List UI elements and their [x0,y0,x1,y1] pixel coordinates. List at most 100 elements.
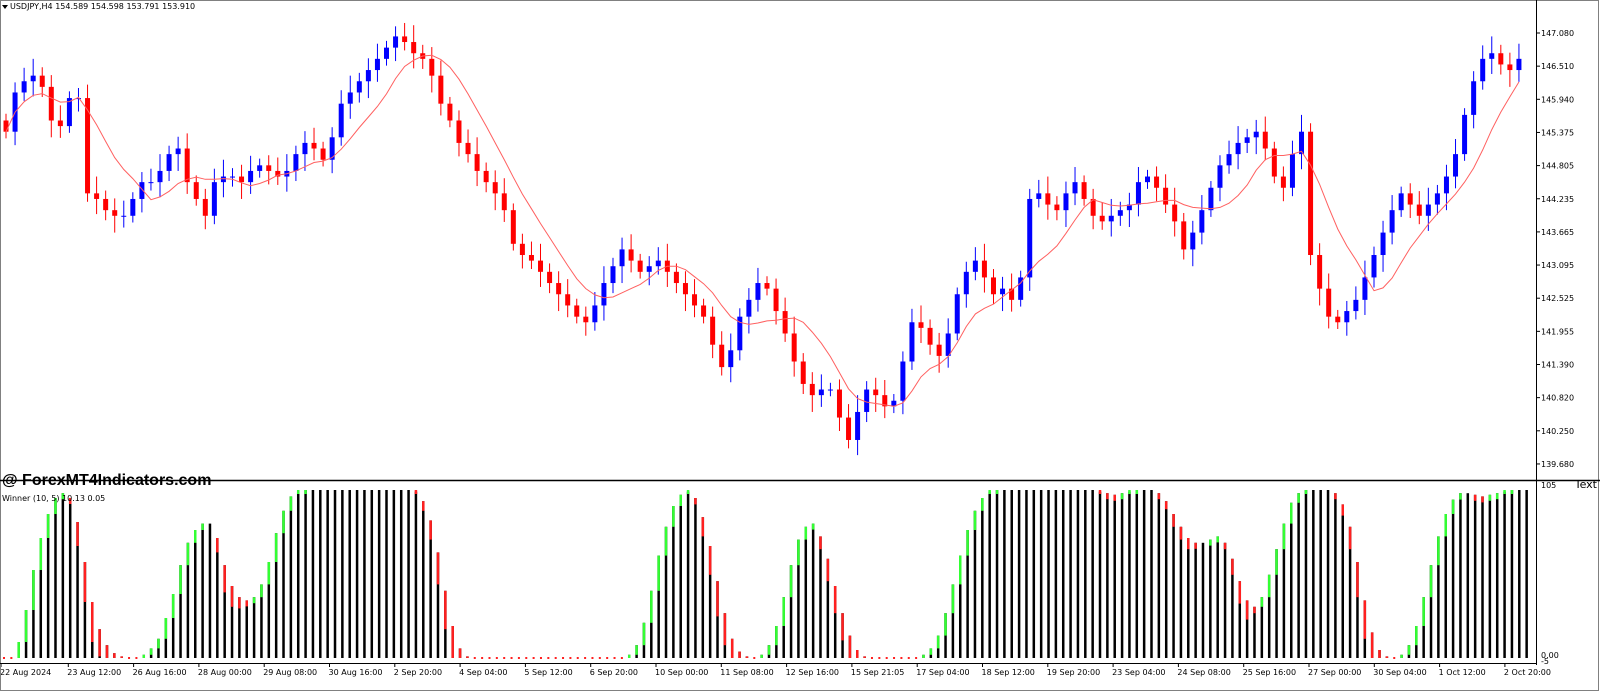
histogram-bar-cap [304,490,307,494]
price-chart-pane[interactable] [3,22,1522,456]
price-tick-label: 139.680 [1541,460,1574,469]
histogram-bar [1164,501,1168,658]
candle-body [175,148,181,155]
histogram-bar-cap [238,597,241,609]
histogram-bar-cap [1297,493,1300,503]
candle-body [1380,232,1386,256]
candle-body [556,283,562,295]
histogram-bar [311,490,315,658]
histogram-bar-cap [32,570,35,610]
histogram-bar [1290,502,1293,658]
candle-body [619,249,625,267]
indicator-tick-label: 105 [1541,481,1556,490]
histogram-bar-cap [679,494,682,506]
histogram-bar [355,490,359,658]
candle-body [846,417,852,440]
candle-body [728,350,734,368]
histogram-bar [1495,493,1499,658]
indicator-values: 10.13 0.05 [62,494,106,503]
time-tick-label: 2 Sep 20:00 [394,668,442,677]
histogram-bar [1054,490,1058,658]
histogram-bar [282,510,285,658]
histogram-bar [83,562,87,658]
histogram-bar [407,490,410,658]
histogram-bar-cap [1113,494,1116,501]
histogram-bar [826,558,830,658]
candle-body [1326,288,1332,317]
text-object-label[interactable]: Text [1574,478,1597,491]
histogram-dot [3,657,5,659]
histogram-bar-cap [1488,494,1492,501]
histogram-bar [1061,490,1065,658]
candle-body [402,36,408,43]
histogram-bar [201,523,204,658]
candle-body [927,327,933,345]
histogram-bar [995,490,999,658]
chart-menu-arrow-icon[interactable] [2,5,8,9]
candle-body [918,322,924,328]
candle-body [429,58,435,76]
time-tick-label: 25 Sep 16:00 [1243,668,1296,677]
histogram-dot [547,657,550,659]
histogram-bar [1150,490,1153,658]
histogram-bar-cap [672,506,675,527]
histogram-bar-cap [1098,490,1102,494]
histogram-dot [495,657,498,659]
candle-body [510,210,516,244]
histogram-dot [503,657,506,659]
histogram-bar-cap [186,542,190,566]
candle-body [1108,215,1114,222]
candle-body [1443,176,1449,194]
candle-body [1054,204,1060,211]
indicator-tick-label: 0.00 [1541,651,1559,660]
histogram-bar [1106,493,1109,658]
candle-body [692,294,698,306]
histogram-bar [289,496,293,658]
histogram-bar [1282,523,1286,658]
histogram-bar [1032,490,1036,658]
candle-body [1516,58,1522,71]
histogram-bar [1135,490,1139,658]
histogram-bar-cap [627,654,631,658]
histogram-bar [1172,514,1175,658]
histogram-bar [1201,542,1205,658]
candle-body [1036,193,1042,199]
indicator-pane[interactable] [3,490,1528,659]
candle-body [1416,204,1422,216]
price-tick-label: 140.820 [1541,394,1574,403]
histogram-bar [1473,494,1477,658]
histogram-bar-cap [686,490,690,494]
histogram-dot [488,657,491,659]
histogram-dot [753,657,756,659]
histogram-dot [554,657,557,659]
price-tick-label: 145.940 [1541,95,1574,104]
histogram-bar [1481,496,1484,658]
histogram-dot [893,657,896,659]
candle-body [347,92,353,104]
time-tick-label: 6 Sep 20:00 [590,668,638,677]
time-tick-label: 2 Oct 20:00 [1504,668,1551,677]
candle-body [1308,131,1314,256]
histogram-dot [525,657,528,659]
histogram-bar-cap [1451,499,1455,514]
candle-body [1154,176,1160,188]
histogram-bar-cap [723,613,727,646]
time-tick-label: 24 Sep 08:00 [1177,668,1230,677]
histogram-dot [606,657,609,659]
histogram-bar-cap [1187,538,1190,550]
candle-body [1425,204,1431,216]
histogram-bar [1091,490,1094,658]
histogram-bar [1348,526,1352,658]
histogram-bar-cap [414,490,418,494]
candle-body [384,47,389,59]
histogram-bar [1422,597,1425,658]
histogram-bar [260,584,263,658]
histogram-bar-cap [819,536,822,550]
histogram-bar [973,510,977,658]
candle-body [193,182,199,199]
candle-body [538,260,544,272]
histogram-bar-cap [451,626,454,658]
histogram-dot [569,657,572,659]
